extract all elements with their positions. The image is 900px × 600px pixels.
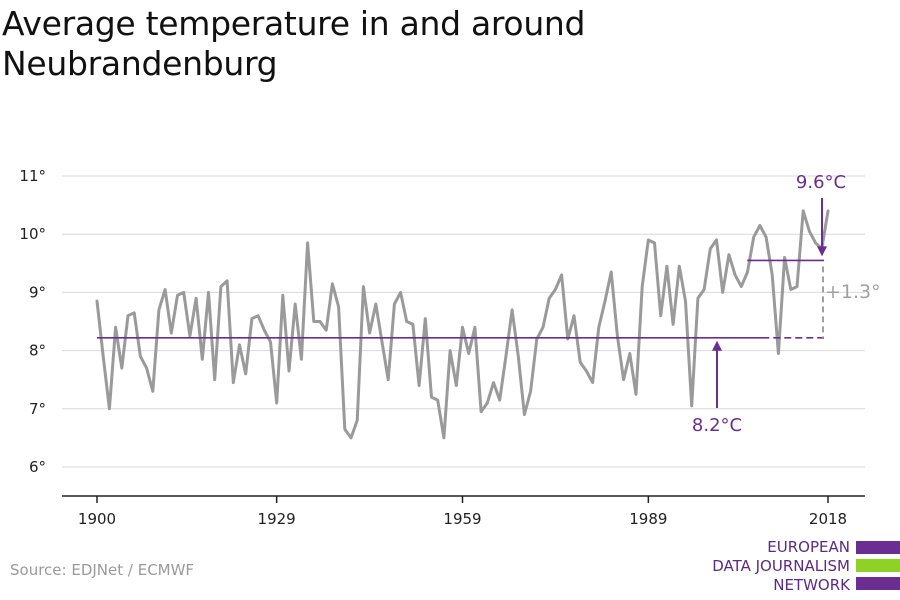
y-tick-label: 7°	[29, 400, 46, 418]
annotations: 8.2°C 9.6°C +1.3°	[692, 172, 881, 436]
reference-lines	[97, 259, 824, 339]
source-note: Source: EDJNet / ECMWF	[10, 561, 195, 579]
series-line	[95, 209, 830, 440]
x-axis: 1900 1929 1959 1989 2018	[62, 495, 865, 528]
x-tick-label: 1989	[629, 510, 667, 528]
baseline-value-label: 8.2°C	[692, 415, 742, 436]
recent-arrow-head	[817, 246, 827, 257]
y-axis-tick-labels: 6° 7° 8° 9° 10° 11°	[19, 167, 46, 476]
y-tick-label: 9°	[29, 283, 46, 301]
recent-value-label: 9.6°C	[796, 172, 846, 193]
logo-bar-2	[856, 559, 900, 572]
x-tick-label: 1959	[443, 510, 481, 528]
x-tick-label: 2018	[809, 510, 847, 528]
x-tick-label: 1929	[258, 510, 296, 528]
logo-bar-1	[856, 541, 900, 554]
y-tick-label: 8°	[29, 342, 46, 360]
gridlines	[62, 175, 865, 468]
baseline-arrow-head	[712, 340, 722, 351]
logo-line-2: DATA JOURNALISM	[712, 557, 850, 575]
logo-line-1: EUROPEAN	[767, 538, 850, 556]
difference-label: +1.3°	[825, 281, 881, 303]
y-tick-label: 11°	[19, 167, 46, 185]
chart-title: Average temperature in and around Neubra…	[2, 4, 586, 83]
logo-bar-3	[856, 577, 900, 590]
y-tick-label: 10°	[19, 225, 46, 243]
y-tick-label: 6°	[29, 458, 46, 476]
edjnet-logo: EUROPEAN DATA JOURNALISM NETWORK	[690, 538, 900, 596]
temperature-series-line	[95, 209, 830, 440]
logo-line-3: NETWORK	[773, 576, 850, 594]
x-tick-label: 1900	[78, 510, 116, 528]
